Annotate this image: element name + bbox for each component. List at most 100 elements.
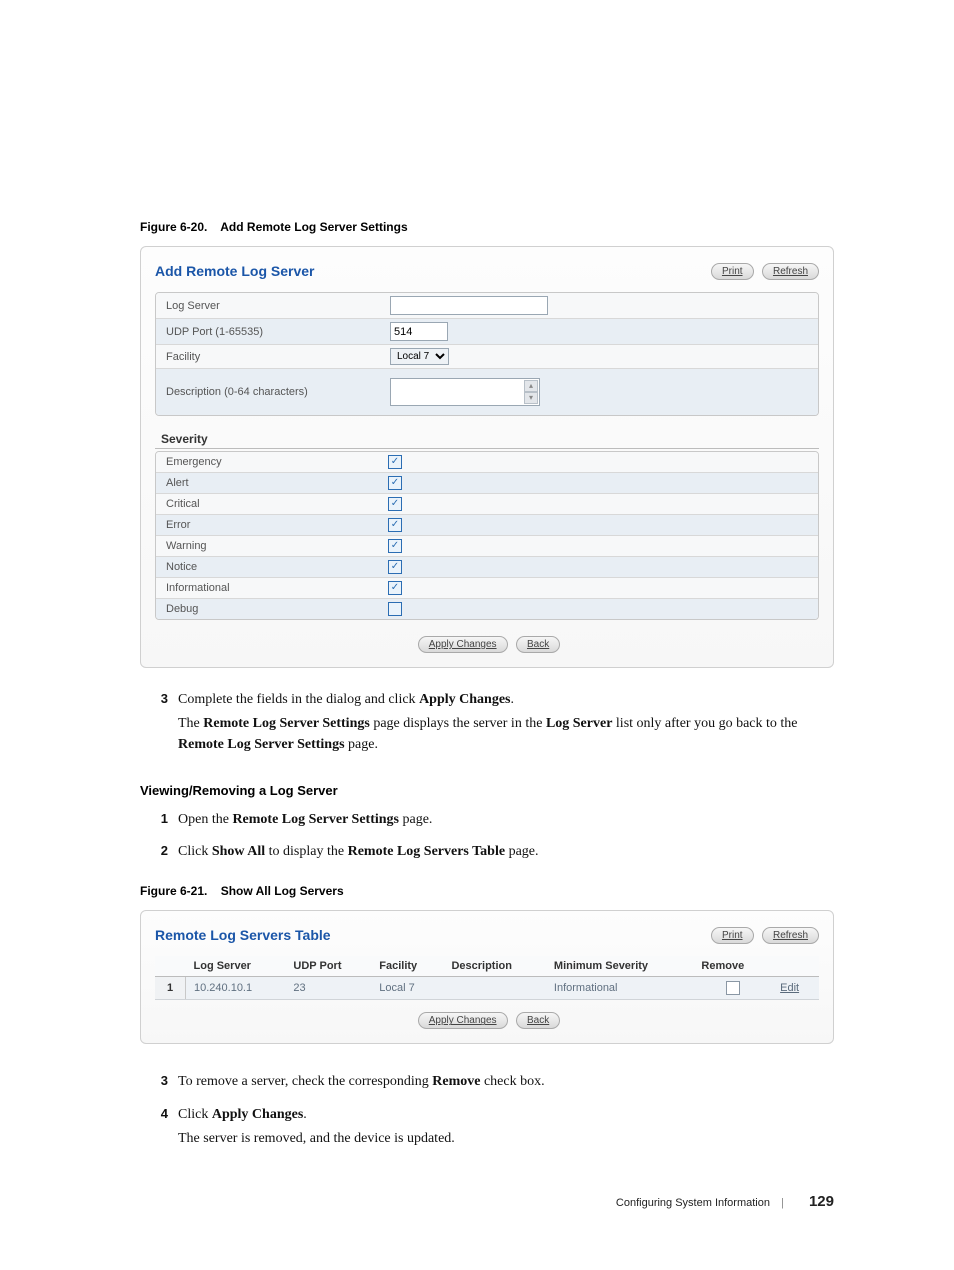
step-number: 1 (140, 810, 168, 829)
udp-port-input[interactable] (390, 322, 448, 341)
severity-row: Error✓ (156, 515, 818, 536)
severity-checkbox[interactable]: ✓ (388, 602, 402, 616)
apply-changes-button[interactable]: Apply Changes (418, 636, 508, 653)
back-button[interactable]: Back (516, 636, 560, 653)
cell-log-server: 10.240.10.1 (186, 977, 286, 1000)
facility-label: Facility (156, 347, 386, 367)
description-row: Description (0-64 characters) ▴ ▾ (156, 369, 818, 415)
step-number: 3 (140, 690, 168, 709)
step-body: Open the Remote Log Server Settings page… (178, 806, 834, 834)
figure-number: Figure 6-20. (140, 220, 207, 234)
page-number: 129 (809, 1193, 834, 1210)
panel-actions: Print Refresh (707, 261, 819, 280)
log-server-row: Log Server (156, 293, 818, 319)
description-textarea[interactable]: ▴ ▾ (390, 378, 540, 406)
log-server-label: Log Server (156, 296, 386, 316)
view-steps-list: 1 Open the Remote Log Server Settings pag… (140, 806, 834, 867)
severity-row: Notice✓ (156, 557, 818, 578)
severity-label: Informational (156, 582, 388, 594)
footer-text: Configuring System Information (616, 1197, 770, 1209)
severity-label: Notice (156, 561, 388, 573)
severity-list: Emergency✓Alert✓Critical✓Error✓Warning✓N… (155, 451, 819, 620)
cell-facility: Local 7 (371, 977, 443, 1000)
step-item: 3 Complete the fields in the dialog and … (140, 686, 834, 759)
log-server-input[interactable] (390, 296, 548, 315)
severity-checkbox[interactable]: ✓ (388, 539, 402, 553)
udp-port-row: UDP Port (1-65535) (156, 319, 818, 345)
col-log-server: Log Server (186, 956, 286, 977)
facility-row: Facility Local 7 (156, 345, 818, 369)
severity-label: Warning (156, 540, 388, 552)
edit-link[interactable]: Edit (780, 982, 799, 994)
step-body: Click Show All to display the Remote Log… (178, 838, 834, 866)
severity-checkbox[interactable]: ✓ (388, 497, 402, 511)
severity-row: Informational✓ (156, 578, 818, 599)
step-item: 3 To remove a server, check the correspo… (140, 1068, 834, 1096)
figure-caption: Figure 6-21. Show All Log Servers (140, 884, 834, 898)
col-description: Description (443, 956, 545, 977)
scroll-up-icon[interactable]: ▴ (524, 380, 538, 392)
panel-actions: Print Refresh (707, 925, 819, 944)
cell-description (443, 977, 545, 1000)
col-min-severity: Minimum Severity (546, 956, 693, 977)
severity-row: Warning✓ (156, 536, 818, 557)
apply-changes-button[interactable]: Apply Changes (418, 1012, 508, 1029)
severity-checkbox[interactable]: ✓ (388, 560, 402, 574)
add-remote-log-server-panel: Add Remote Log Server Print Refresh Log … (140, 246, 834, 668)
col-udp-port: UDP Port (285, 956, 371, 977)
step-item: 4 Click Apply Changes. The server is rem… (140, 1101, 834, 1154)
description-label: Description (0-64 characters) (156, 382, 386, 402)
back-button[interactable]: Back (516, 1012, 560, 1029)
step-number: 2 (140, 842, 168, 861)
severity-label: Debug (156, 603, 388, 615)
row-index: 1 (155, 977, 186, 1000)
cell-udp-port: 23 (285, 977, 371, 1000)
panel-header: Add Remote Log Server Print Refresh (155, 257, 819, 292)
print-button[interactable]: Print (711, 263, 754, 280)
scroll-down-icon[interactable]: ▾ (524, 392, 538, 404)
figure-caption: Figure 6-20. Add Remote Log Server Setti… (140, 220, 834, 234)
page-footer: Configuring System Information | 129 (140, 1193, 834, 1210)
severity-label: Emergency (156, 456, 388, 468)
severity-checkbox[interactable]: ✓ (388, 518, 402, 532)
print-button[interactable]: Print (711, 927, 754, 944)
step-item: 1 Open the Remote Log Server Settings pag… (140, 806, 834, 834)
severity-label: Alert (156, 477, 388, 489)
step-item: 2 Click Show All to display the Remote Lo… (140, 838, 834, 866)
severity-checkbox[interactable]: ✓ (388, 455, 402, 469)
step-body: To remove a server, check the correspond… (178, 1068, 834, 1096)
figure-title: Show All Log Servers (221, 884, 344, 898)
step-body: Click Apply Changes. The server is remov… (178, 1101, 834, 1154)
panel-header: Remote Log Servers Table Print Refresh (155, 921, 819, 956)
form-buttons: Apply Changes Back (155, 1010, 819, 1029)
step-list: 3 To remove a server, check the correspo… (140, 1068, 834, 1153)
severity-label: Error (156, 519, 388, 531)
refresh-button[interactable]: Refresh (762, 927, 819, 944)
panel-title: Add Remote Log Server (155, 263, 314, 279)
step-number: 3 (140, 1072, 168, 1091)
severity-heading: Severity (155, 430, 819, 449)
log-servers-table: Log Server UDP Port Facility Description… (155, 956, 819, 1000)
step-number: 4 (140, 1105, 168, 1124)
panel-title: Remote Log Servers Table (155, 927, 331, 943)
severity-row: Debug✓ (156, 599, 818, 619)
remove-checkbox[interactable] (726, 981, 740, 995)
severity-checkbox[interactable]: ✓ (388, 476, 402, 490)
severity-row: Alert✓ (156, 473, 818, 494)
footer-separator: | (781, 1197, 784, 1209)
figure-title: Add Remote Log Server Settings (220, 220, 407, 234)
log-server-form: Log Server UDP Port (1-65535) Facility L… (155, 292, 819, 416)
severity-checkbox[interactable]: ✓ (388, 581, 402, 595)
severity-row: Critical✓ (156, 494, 818, 515)
facility-select[interactable]: Local 7 (390, 348, 449, 365)
cell-min-severity: Informational (546, 977, 693, 1000)
form-buttons: Apply Changes Back (155, 634, 819, 653)
udp-port-label: UDP Port (1-65535) (156, 322, 386, 342)
table-header-row: Log Server UDP Port Facility Description… (155, 956, 819, 977)
remote-log-servers-panel: Remote Log Servers Table Print Refresh L… (140, 910, 834, 1044)
refresh-button[interactable]: Refresh (762, 263, 819, 280)
severity-label: Critical (156, 498, 388, 510)
figure-number: Figure 6-21. (140, 884, 207, 898)
col-facility: Facility (371, 956, 443, 977)
step-list: 3 Complete the fields in the dialog and … (140, 686, 834, 759)
